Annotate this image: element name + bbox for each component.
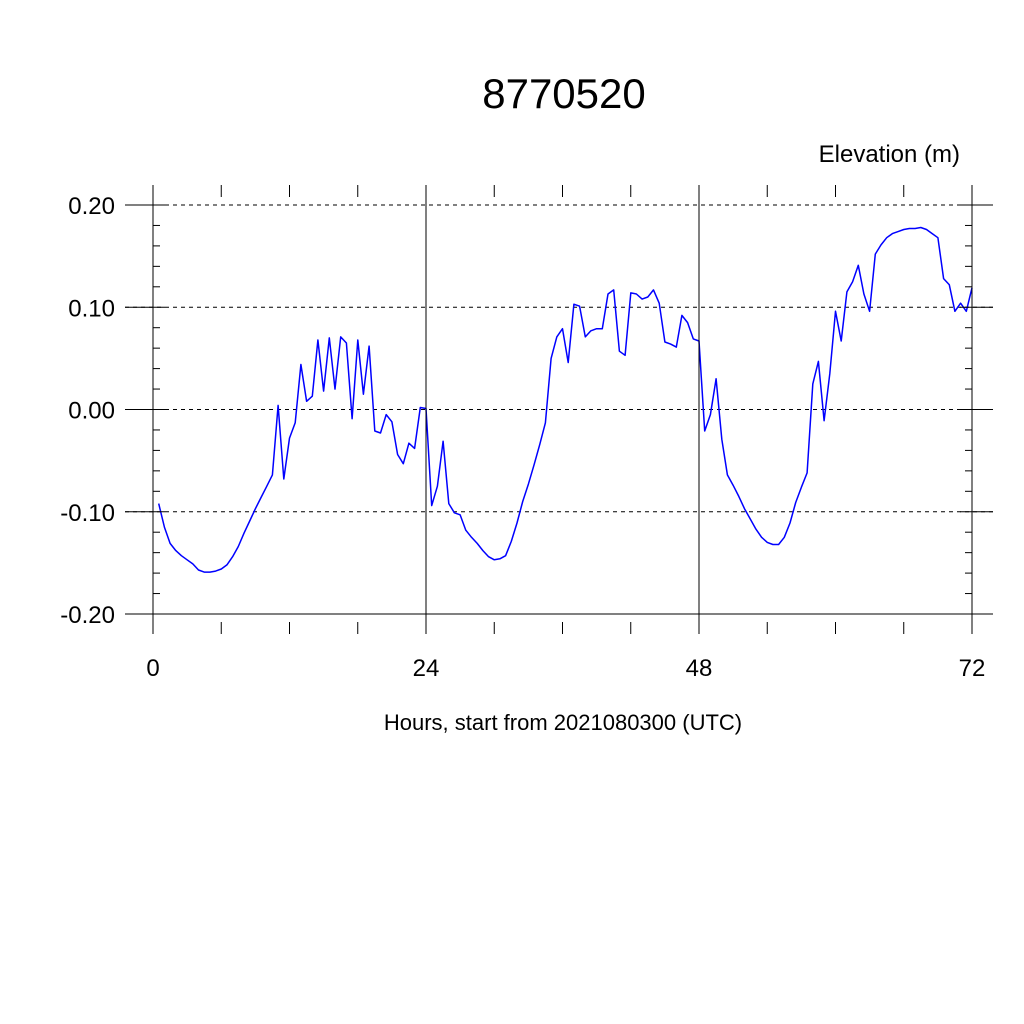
x-tick-label: 24 xyxy=(413,655,440,682)
y-tick-label: 0.10 xyxy=(68,295,115,322)
y-tick-label: -0.10 xyxy=(60,500,115,527)
y-tick-label: 0.20 xyxy=(68,193,115,220)
series-layer xyxy=(157,226,973,573)
axes xyxy=(125,185,993,634)
y-tick-label: 0.00 xyxy=(68,398,115,425)
series-line xyxy=(157,226,973,573)
tick-labels: 0 24 48 72 0.20 0.10 0.00 -0.10 -0.20 xyxy=(60,193,985,682)
x-tick-label: 72 xyxy=(959,655,986,682)
x-tick-label: 0 xyxy=(146,655,159,682)
y-tick-label: -0.20 xyxy=(60,602,115,629)
chart-title: 8770520 xyxy=(482,70,646,117)
x-axis-label: Hours, start from 2021080300 (UTC) xyxy=(384,710,742,735)
grid-lines xyxy=(125,185,993,634)
x-tick-label: 48 xyxy=(686,655,713,682)
y-axis-label: Elevation (m) xyxy=(819,141,960,168)
